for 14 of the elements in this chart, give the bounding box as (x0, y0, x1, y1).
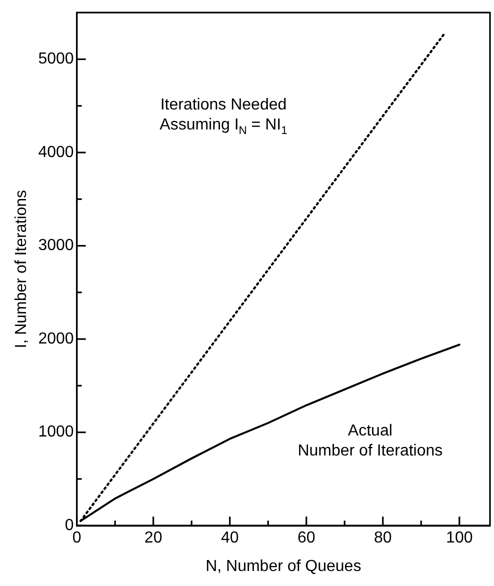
annotation: Actual Number of Iterations (298, 422, 443, 460)
y-tick-label: 4000 (38, 144, 74, 161)
x-tick-label: 100 (446, 530, 473, 547)
y-tick-label: 2000 (38, 330, 74, 348)
y-tick-label: 0 (64, 517, 74, 534)
x-tick-label: 20 (144, 530, 162, 547)
y-tick-label: 3000 (38, 237, 74, 254)
y-tick-label: 1000 (38, 424, 74, 441)
x-axis-title: N, Number of Queues (206, 558, 362, 575)
y-tick-label: 5000 (38, 50, 74, 68)
x-tick-label: 40 (220, 530, 239, 547)
x-tick-label: 60 (297, 530, 316, 547)
x-tick-label: 80 (374, 530, 392, 547)
y-axis-title: I, Number of Iterations (13, 190, 30, 348)
